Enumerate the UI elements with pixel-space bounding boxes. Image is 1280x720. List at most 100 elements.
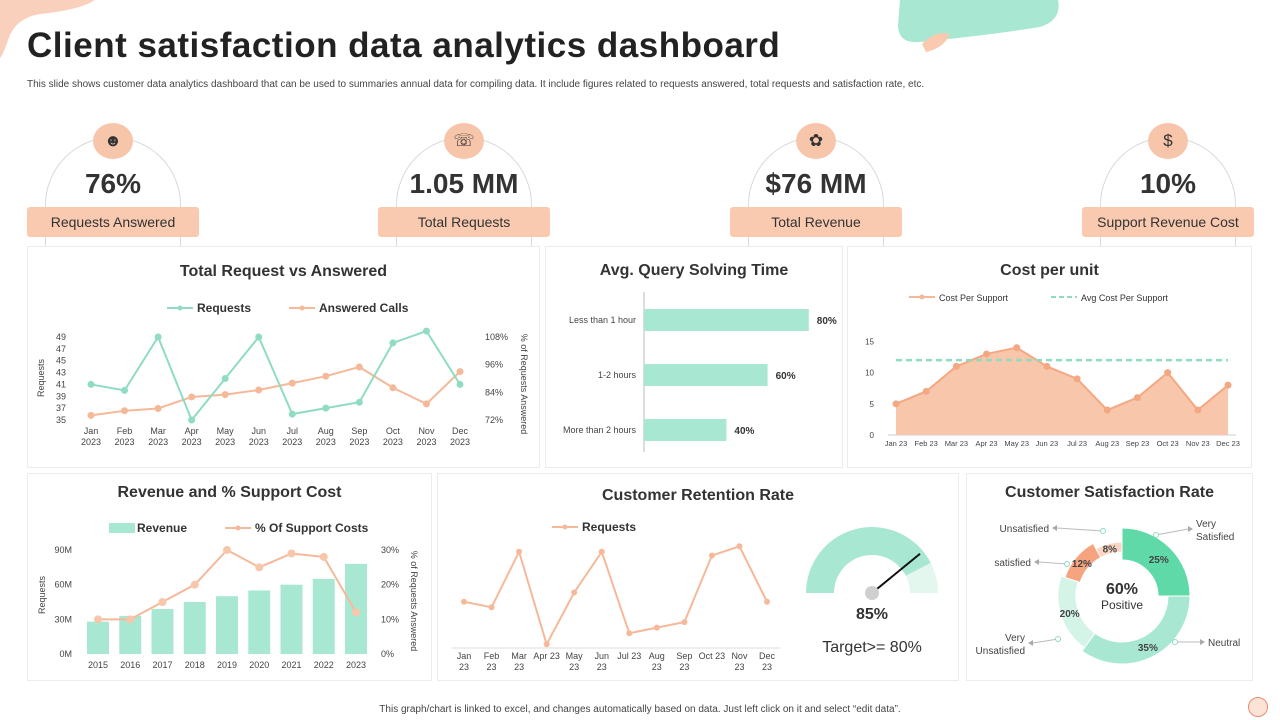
retention-point: [543, 641, 550, 648]
revenue-bar: [280, 584, 303, 654]
y-tick-label: 60M: [54, 580, 72, 590]
x-tick-label: Aug: [318, 426, 334, 436]
callout-very-unsatisfied-arrow: [1028, 640, 1033, 646]
callout-unsatisfied-arrow: [1052, 525, 1057, 531]
y2-tick-label: 96%: [485, 360, 503, 370]
x-tick-label: 2019: [217, 660, 237, 670]
y-axis-label: Requests: [36, 358, 46, 397]
x-tick-label: Aug: [649, 651, 665, 661]
requests-point: [188, 416, 196, 424]
answered-point: [87, 411, 95, 419]
person-icon: ☻: [93, 123, 133, 159]
x-tick-label: Nov 23: [1186, 439, 1210, 448]
y-tick-label: 0: [870, 431, 875, 440]
slice-unsatisfied: [1095, 541, 1123, 559]
x-tick-label: Jul: [287, 426, 299, 436]
requests-point: [288, 410, 296, 418]
x-tick-label: 23: [514, 662, 524, 672]
y2-tick-label: 84%: [485, 387, 503, 397]
slice-value-label: 12%: [1072, 559, 1092, 570]
y2-axis-label: % of Requests Answered: [409, 551, 419, 652]
series-requests-line: [90, 329, 461, 422]
y-tick-label: 37: [56, 403, 66, 413]
legend-requests-marker: [177, 305, 183, 311]
y-tick-label: 41: [56, 379, 66, 389]
callout-satisfied-arrow: [1034, 559, 1039, 565]
category-label: 1-2 hours: [598, 370, 637, 380]
legend-revenue-label: Revenue: [137, 521, 187, 535]
cost-point: [1043, 362, 1051, 370]
requests-point: [87, 380, 95, 388]
y-tick-label: 45: [56, 356, 66, 366]
y-tick-label: 10: [865, 369, 874, 378]
x-tick-label: 2023: [148, 437, 168, 447]
money-bag-icon: $: [1148, 123, 1188, 159]
revenue-bar: [119, 615, 142, 654]
support-cost-point: [190, 580, 199, 589]
answered-point: [389, 384, 397, 392]
kpi-value: 76%: [84, 168, 142, 199]
x-tick-label: Mar: [150, 426, 166, 436]
answered-point: [456, 368, 464, 376]
y-tick-label: 15: [865, 337, 874, 346]
answered-point: [154, 404, 162, 412]
retention-point: [653, 624, 660, 631]
retention-point: [571, 589, 578, 596]
callout-unsatisfied-leader-dot: [1100, 528, 1106, 534]
answered-point: [121, 407, 129, 415]
x-tick-label: 2023: [416, 437, 436, 447]
y-tick-label: 30M: [54, 614, 72, 624]
x-tick-label: Jul 23: [617, 651, 641, 661]
callout-satisfied-leader-dot: [1064, 561, 1070, 567]
kpi-label: Total Requests: [378, 207, 550, 237]
x-tick-label: 2023: [215, 437, 235, 447]
x-tick-label: Mar: [511, 651, 527, 661]
decor-peach-leaf: [922, 33, 950, 52]
answered-point: [255, 386, 263, 394]
x-tick-label: 2023: [349, 437, 369, 447]
cost-area: [896, 347, 1228, 435]
callout-unsatisfied-leader: [1056, 527, 1104, 532]
x-tick-label: 2015: [88, 660, 108, 670]
cost-point: [1194, 406, 1202, 414]
legend-requests-marker: [562, 524, 568, 530]
x-tick-label: 23: [762, 662, 772, 672]
y2-tick-label: 10%: [381, 614, 399, 624]
legend-revenue-swatch: [109, 523, 135, 533]
panel-cost-per-unit: Cost per unit Cost Per Support Avg Cost P…: [847, 246, 1252, 468]
bar: [644, 309, 809, 331]
panel-query-solving-time: Avg. Query Solving Time Less than 1 hour…: [545, 246, 843, 468]
requests-point: [255, 333, 263, 341]
retention-point: [488, 604, 495, 611]
nav-circle-button[interactable]: [1248, 697, 1268, 717]
support-cost-point: [94, 615, 102, 624]
x-tick-label: Oct 23: [699, 651, 726, 661]
retention-point: [708, 552, 715, 559]
x-tick-label: Mar 23: [945, 439, 968, 448]
x-tick-label: 2023: [182, 437, 202, 447]
retention-point: [736, 543, 743, 550]
x-tick-label: 2021: [281, 660, 301, 670]
x-tick-label: May: [566, 651, 584, 661]
callout-very-satisfied-leader-dot: [1153, 532, 1159, 538]
legend-cost-per-support-label: Cost Per Support: [939, 293, 1009, 303]
x-tick-label: Feb: [117, 426, 133, 436]
x-tick-label: 2016: [120, 660, 140, 670]
decor-peach-corner: [0, 0, 95, 58]
x-tick-label: Dec: [452, 426, 469, 436]
chart-title: Customer Satisfaction Rate: [1005, 484, 1214, 501]
decor-mint-blob: [898, 0, 1059, 43]
chart-cost-per-unit: Cost Per Support Avg Cost Per Support 0 5 10…: [865, 293, 1240, 448]
x-tick-label: 2023: [115, 437, 135, 447]
chart-query-solving-time: Less than 1 hour 80% 1-2 hours 60% More than…: [563, 292, 837, 452]
support-cost-point: [352, 608, 360, 617]
callout-very-satisfied-arrow: [1188, 526, 1193, 532]
y-tick-label: 49: [56, 332, 66, 342]
y2-tick-label: 108%: [485, 332, 508, 342]
kpi-label: Total Revenue: [730, 207, 902, 237]
gauge-hub: [865, 586, 879, 600]
retention-point: [681, 619, 688, 626]
y-tick-label: 5: [870, 400, 875, 409]
panel-customer-retention: Customer Retention Rate Requests Jan 23 Feb…: [437, 473, 959, 681]
